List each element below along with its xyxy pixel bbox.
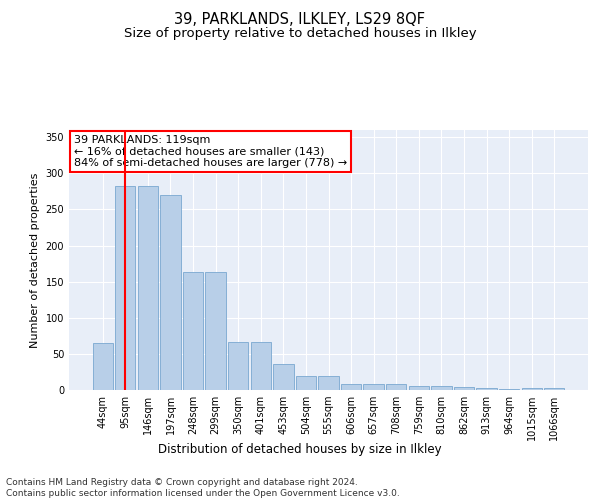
Text: Distribution of detached houses by size in Ilkley: Distribution of detached houses by size … (158, 442, 442, 456)
Bar (296, 376, 316, 390)
Y-axis label: Number of detached properties: Number of detached properties (30, 172, 40, 348)
Text: Contains HM Land Registry data © Crown copyright and database right 2024.
Contai: Contains HM Land Registry data © Crown c… (6, 478, 400, 498)
Bar (341, 384, 361, 390)
Bar (273, 364, 293, 390)
Bar (499, 388, 519, 390)
Bar (476, 388, 497, 390)
Text: 39 PARKLANDS: 119sqm
← 16% of detached houses are smaller (143)
84% of semi-deta: 39 PARKLANDS: 119sqm ← 16% of detached h… (74, 135, 347, 168)
Bar (386, 384, 406, 390)
Bar (92, 343, 113, 390)
Bar (319, 376, 338, 390)
Bar (115, 186, 136, 390)
Bar (364, 384, 384, 390)
Bar (544, 388, 565, 390)
Text: 39, PARKLANDS, ILKLEY, LS29 8QF: 39, PARKLANDS, ILKLEY, LS29 8QF (175, 12, 425, 28)
Bar (251, 342, 271, 390)
Bar (183, 272, 203, 390)
Bar (431, 386, 452, 390)
Bar (205, 272, 226, 390)
Bar (228, 342, 248, 390)
Bar (454, 387, 474, 390)
Text: Size of property relative to detached houses in Ilkley: Size of property relative to detached ho… (124, 28, 476, 40)
Bar (160, 195, 181, 390)
Bar (138, 186, 158, 390)
Bar (409, 386, 429, 390)
Bar (521, 388, 542, 390)
